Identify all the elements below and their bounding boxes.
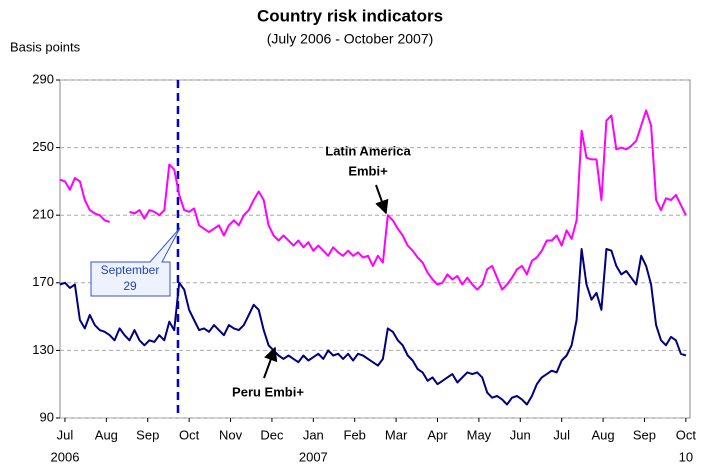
series-line (59, 109, 687, 291)
x-tick-label: Feb (344, 427, 366, 442)
chart-subtitle: (July 2006 - October 2007) (267, 31, 434, 47)
y-tick-label: 250 (32, 139, 54, 154)
x-tick-label: Nov (219, 427, 243, 442)
x-tick-label: Jul (553, 427, 570, 442)
series-line (59, 248, 687, 406)
annotation: Peru Embi+ (232, 384, 304, 399)
x-tick-label: Oct (676, 427, 697, 442)
x-year-label: 2007 (299, 449, 328, 464)
annotation-arrow (375, 184, 389, 215)
annotation: Latin America (325, 143, 411, 158)
annotation: Embi+ (348, 163, 388, 178)
x-tick-label: Aug (592, 427, 615, 442)
callout-text: 29 (123, 279, 137, 293)
callout-box (90, 227, 181, 297)
x-tick-label: Dec (260, 427, 284, 442)
annotation-arrow (263, 346, 278, 379)
x-tick-label: Jun (510, 427, 531, 442)
x-year-label: 10 (679, 449, 693, 464)
x-tick-label: Sep (136, 427, 159, 442)
callout-text: September (101, 263, 160, 277)
x-tick-label: Sep (633, 427, 656, 442)
chart-title: Country risk indicators (257, 6, 443, 25)
y-tick-label: 130 (32, 342, 54, 357)
x-tick-label: Jul (57, 427, 74, 442)
y-tick-label: 90 (40, 409, 54, 424)
y-tick-label: 170 (32, 274, 54, 289)
x-year-label: 2006 (51, 449, 80, 464)
y-axis-label: Basis points (10, 39, 81, 54)
x-tick-label: Jan (303, 427, 324, 442)
x-tick-label: May (467, 427, 492, 442)
plot-frame (59, 79, 691, 419)
plot-layer: 90 130 170 210 250 290 Jul Aug Sep Oct Nov Dec Jan Fe… (32, 71, 696, 464)
y-tick-label: 290 (32, 71, 54, 86)
x-tick-label: Mar (385, 427, 408, 442)
x-tick-label: Oct (179, 427, 200, 442)
x-tick-label: Aug (95, 427, 118, 442)
y-tick-label: 210 (32, 207, 54, 222)
x-tick-label: Apr (427, 427, 448, 442)
